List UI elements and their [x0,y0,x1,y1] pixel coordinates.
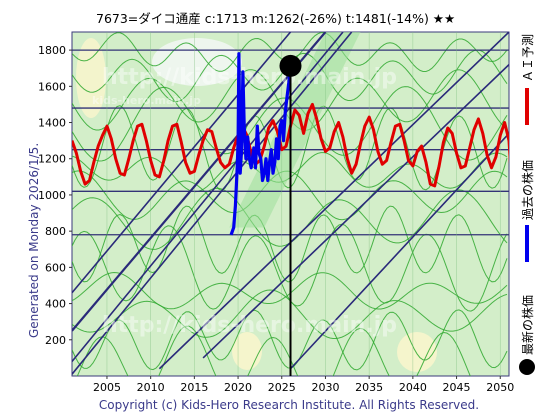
y-tick-label-5: 1200 [38,153,66,166]
latest-price-marker [279,54,302,77]
legend-label-prediction: ＡＩ予測 [521,34,535,82]
trend-lines [72,32,509,375]
y-tick-label-2: 600 [45,261,66,274]
watermark-text-0: http://kids-hero.main.jp [102,65,397,90]
watermark-text-2: http://kids-hero.main.jp [102,313,397,338]
trend-line-4 [202,64,509,359]
y-axis-ticks: 200 400 600 800 1000 1200 1400 1600 1800 [38,44,72,347]
series-layer [72,52,509,236]
x-tick-label-3: 2020 [224,381,252,394]
y-tick-label-7: 1600 [38,80,66,93]
trend-line-1 [72,32,292,294]
generated-date-label: Generated on Monday 2026/1/5. [27,143,41,338]
x-tick-label-5: 2030 [311,381,339,394]
trend-line-0 [72,32,327,332]
trend-line-2 [72,32,353,375]
trend-line-5 [158,32,509,370]
y-tick-label-1: 400 [45,298,66,311]
x-tick-label-9: 2050 [486,381,514,394]
copyright-footer: Copyright (c) Kids-Hero Research Institu… [99,398,479,412]
latest-marker-layer [279,54,302,376]
y-tick-label-0: 200 [45,334,66,347]
x-tick-label-6: 2035 [355,381,383,394]
legend-label-latest: 最新の株価 [520,295,535,355]
x-tick-label-0: 2005 [93,381,121,394]
trend-line-6 [289,132,509,370]
legend-swatch-latest [519,359,535,375]
x-tick-label-2: 2015 [180,381,208,394]
trend-line-3 [72,32,344,363]
series-line-0 [72,102,509,188]
pale-patch-1 [76,38,106,118]
plot-area: http://kids-hero.main.jp kids-hero.main.j… [71,31,510,377]
series-line-1 [229,52,293,236]
pale-patch-2 [397,332,437,372]
y-tick-label-4: 1000 [38,189,66,202]
y-tick-label-8: 1800 [38,44,66,57]
x-tick-label-7: 2040 [399,381,427,394]
watermark-text-1: kids-hero.main.jp [92,94,201,107]
x-tick-label-8: 2045 [443,381,471,394]
x-tick-label-1: 2010 [137,381,165,394]
y-tick-label-6: 1400 [38,117,66,130]
x-axis-ticks: 2005 2010 2015 2020 2025 2030 2035 2040 2045 2050 [93,376,514,394]
x-tick-label-4: 2025 [268,381,296,394]
watermark: http://kids-hero.main.jp kids-hero.main.j… [92,65,397,338]
chart-header: 7673=ダイコ通産 c:1713 m:1262(-26%) t:1481(-1… [96,11,455,26]
y-tick-label-3: 800 [45,225,66,238]
legend-label-history: 過去の株価 [520,160,535,220]
